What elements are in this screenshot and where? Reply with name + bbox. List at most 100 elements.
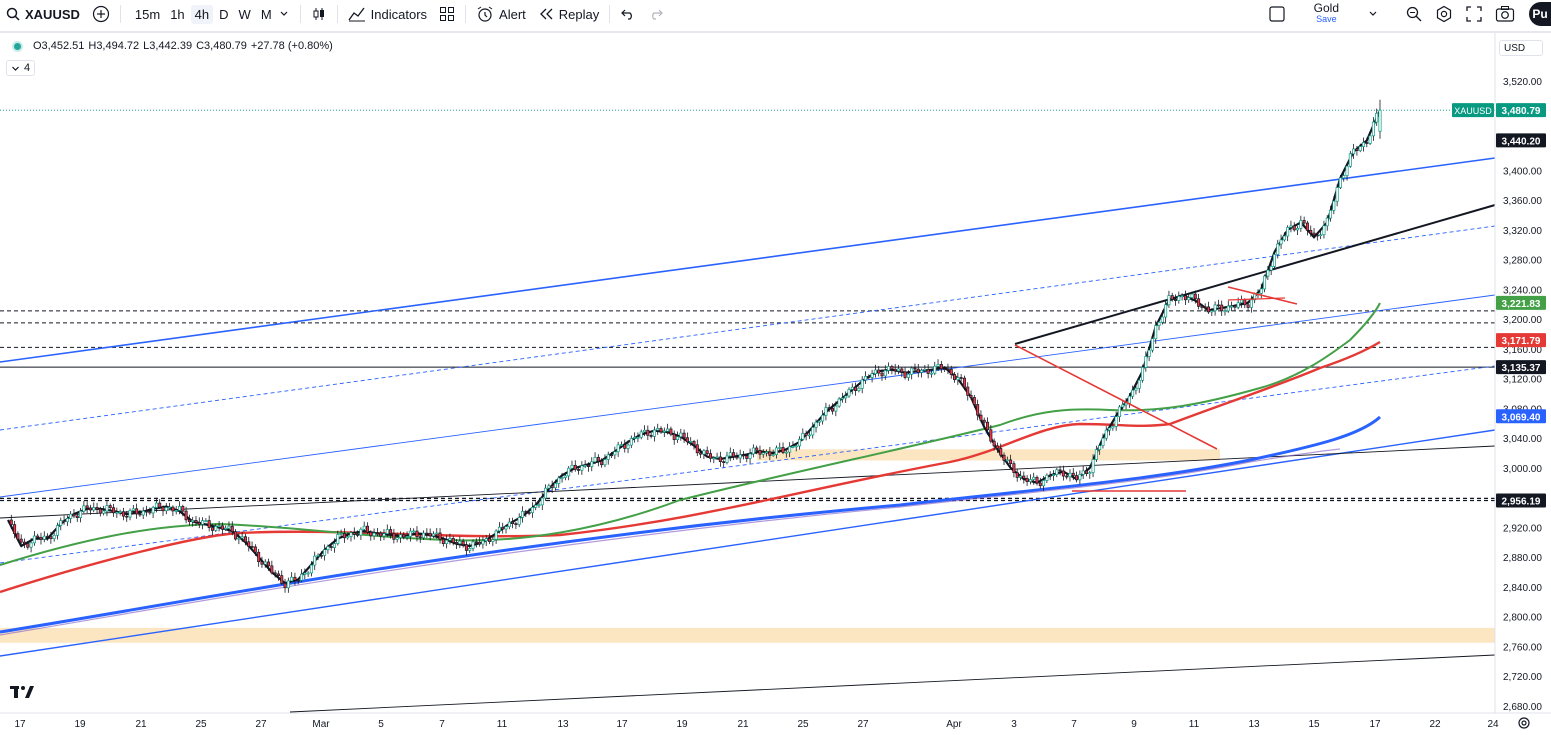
candle-body bbox=[873, 369, 877, 375]
candle-body bbox=[488, 538, 492, 542]
timeframe-d[interactable]: D bbox=[219, 6, 229, 22]
candle-body bbox=[1121, 404, 1125, 408]
candle-body bbox=[623, 444, 627, 449]
indicators-button[interactable]: Indicators bbox=[342, 0, 433, 28]
candle-body bbox=[339, 533, 343, 535]
candle-body bbox=[52, 534, 56, 540]
layout-title: Gold bbox=[1313, 1, 1339, 15]
candle-body bbox=[445, 539, 449, 545]
candle-body bbox=[398, 534, 402, 539]
fullscreen-button[interactable] bbox=[1459, 0, 1489, 28]
candle-body bbox=[214, 526, 218, 531]
candle-body bbox=[896, 368, 900, 372]
time-tick-label: 11 bbox=[497, 719, 508, 730]
candle-body bbox=[537, 504, 541, 507]
candle-body bbox=[1302, 220, 1306, 224]
candle-body bbox=[563, 475, 567, 478]
redo-button[interactable] bbox=[642, 0, 670, 28]
candle-body bbox=[220, 525, 224, 530]
candle-body bbox=[514, 523, 518, 526]
candle-body bbox=[405, 536, 409, 538]
candle-body bbox=[715, 456, 719, 459]
candle-body bbox=[880, 372, 884, 377]
candle-body bbox=[982, 419, 986, 423]
candle-body bbox=[943, 368, 947, 371]
templates-button[interactable] bbox=[433, 0, 461, 28]
chevron-down-icon[interactable] bbox=[278, 8, 290, 20]
candle-body bbox=[527, 512, 531, 514]
candle-body bbox=[794, 445, 798, 448]
candle-body bbox=[887, 366, 891, 371]
currency-select[interactable]: USD bbox=[1499, 40, 1543, 56]
candle-body bbox=[1282, 235, 1286, 241]
timeframe-w[interactable]: W bbox=[238, 6, 251, 22]
candle-body bbox=[1157, 321, 1161, 326]
time-tick-label: 25 bbox=[195, 719, 207, 730]
candle-body bbox=[1193, 293, 1197, 300]
candle-body bbox=[1312, 232, 1316, 236]
candle-body bbox=[959, 377, 963, 379]
symbol-search[interactable]: XAUUSD bbox=[0, 0, 86, 28]
candle-body bbox=[534, 504, 538, 508]
replay-button[interactable]: Replay bbox=[532, 0, 605, 28]
candle-body bbox=[19, 538, 23, 543]
candle-body bbox=[1045, 474, 1049, 481]
compare-button[interactable] bbox=[86, 0, 116, 28]
candle-body bbox=[791, 445, 795, 448]
candle-body bbox=[263, 561, 267, 565]
candle-body bbox=[349, 532, 353, 537]
candle-body bbox=[847, 389, 851, 397]
candle-body bbox=[168, 506, 172, 509]
snapshot-button[interactable] bbox=[1489, 0, 1521, 28]
quick-search-button[interactable] bbox=[1399, 0, 1429, 28]
candle-body bbox=[207, 520, 211, 528]
timeframe-4h[interactable]: 4h bbox=[190, 4, 214, 24]
alert-label: Alert bbox=[499, 6, 526, 22]
candle-body bbox=[633, 437, 637, 439]
price-tick-label: 2,760.00 bbox=[1503, 642, 1542, 653]
trend-line bbox=[0, 445, 1496, 519]
time-axis-background bbox=[0, 713, 1551, 734]
candle-body bbox=[972, 397, 976, 405]
layout-name-button[interactable]: Gold Save bbox=[1292, 0, 1361, 28]
candle-body bbox=[191, 520, 195, 523]
candle-body bbox=[1220, 304, 1224, 312]
candle-body bbox=[1009, 459, 1013, 465]
candle-body bbox=[164, 507, 168, 512]
candle-body bbox=[428, 532, 432, 537]
layout-select-button[interactable] bbox=[1262, 0, 1292, 28]
candle-body bbox=[46, 535, 50, 538]
candle-body bbox=[507, 521, 511, 527]
candle-body bbox=[79, 510, 83, 518]
candle-body bbox=[784, 451, 788, 454]
red-drawing-line bbox=[1014, 344, 1218, 450]
indicators-toggle[interactable]: 4 bbox=[6, 60, 36, 76]
chart-type-button[interactable] bbox=[305, 0, 333, 28]
profile-avatar[interactable]: Pu bbox=[1529, 2, 1551, 26]
settings-button[interactable] bbox=[1429, 0, 1459, 28]
timeframe-15m[interactable]: 15m bbox=[134, 6, 161, 22]
divider bbox=[465, 5, 467, 23]
candle-body bbox=[267, 561, 271, 567]
alert-button[interactable]: Alert bbox=[470, 0, 532, 28]
candle-body bbox=[13, 524, 17, 535]
candle-body bbox=[553, 483, 557, 489]
candle-body bbox=[243, 536, 247, 543]
square-icon bbox=[1269, 6, 1285, 22]
divider bbox=[609, 5, 611, 23]
layout-menu-button[interactable] bbox=[1361, 0, 1385, 28]
candle-body bbox=[412, 530, 416, 533]
candle-body bbox=[666, 428, 670, 432]
timeframe-m[interactable]: M bbox=[260, 6, 272, 22]
candle-body bbox=[1081, 470, 1085, 475]
price-label-box bbox=[1496, 493, 1546, 508]
undo-button[interactable] bbox=[614, 0, 642, 28]
candle-body bbox=[550, 485, 554, 489]
candle-body bbox=[501, 526, 505, 530]
candle-body bbox=[286, 580, 290, 589]
grid-icon bbox=[440, 7, 455, 21]
timeframe-1h[interactable]: 1h bbox=[170, 6, 185, 22]
time-axis-settings[interactable] bbox=[1517, 716, 1531, 735]
candle-body bbox=[695, 444, 699, 454]
